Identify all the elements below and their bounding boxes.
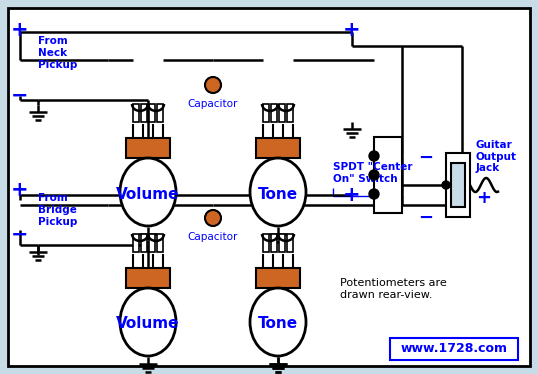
Circle shape <box>369 170 379 180</box>
Bar <box>149 104 155 122</box>
Text: Volume: Volume <box>116 316 180 331</box>
Ellipse shape <box>120 288 176 356</box>
Ellipse shape <box>250 288 306 356</box>
Bar <box>287 234 293 252</box>
Bar <box>446 153 470 217</box>
Text: +: + <box>477 189 492 207</box>
Bar <box>271 104 277 122</box>
Text: Capacitor: Capacitor <box>188 99 238 109</box>
Bar <box>287 104 293 122</box>
Text: www.1728.com: www.1728.com <box>400 343 507 356</box>
Bar <box>263 104 269 122</box>
Text: −: − <box>419 209 434 227</box>
Ellipse shape <box>120 158 176 226</box>
Text: Potentiometers are
drawn rear-view.: Potentiometers are drawn rear-view. <box>340 278 447 300</box>
Ellipse shape <box>250 158 306 226</box>
Bar <box>141 234 147 252</box>
Text: Capacitor: Capacitor <box>188 232 238 242</box>
Bar <box>390 338 518 360</box>
Text: SPDT "Center
On" Switch: SPDT "Center On" Switch <box>333 162 413 184</box>
Bar <box>279 234 285 252</box>
Bar <box>133 234 139 252</box>
Bar <box>157 234 163 252</box>
Bar <box>126 138 170 158</box>
Circle shape <box>442 181 450 189</box>
Bar <box>263 234 269 252</box>
Bar <box>149 234 155 252</box>
Bar <box>256 268 300 288</box>
Text: +: + <box>11 20 29 40</box>
Text: From
Bridge
Pickup: From Bridge Pickup <box>38 193 77 227</box>
Bar <box>141 104 147 122</box>
Text: −: − <box>11 86 29 106</box>
Text: From
Neck
Pickup: From Neck Pickup <box>38 36 77 70</box>
Text: −: − <box>419 149 434 167</box>
Circle shape <box>205 77 221 93</box>
Text: Volume: Volume <box>116 187 180 202</box>
Bar <box>157 104 163 122</box>
Bar <box>279 104 285 122</box>
Text: Tone: Tone <box>258 187 298 202</box>
Bar <box>374 137 402 213</box>
Text: −: − <box>11 225 29 245</box>
Text: Tone: Tone <box>258 316 298 331</box>
Circle shape <box>205 210 221 226</box>
Bar <box>271 234 277 252</box>
Bar <box>451 163 465 207</box>
Text: +: + <box>343 185 361 205</box>
Text: +: + <box>343 20 361 40</box>
Circle shape <box>369 151 379 161</box>
Bar <box>256 138 300 158</box>
Circle shape <box>369 189 379 199</box>
Bar <box>133 104 139 122</box>
Bar <box>126 268 170 288</box>
Text: +: + <box>11 180 29 200</box>
Text: Guitar
Output
Jack: Guitar Output Jack <box>476 140 517 173</box>
